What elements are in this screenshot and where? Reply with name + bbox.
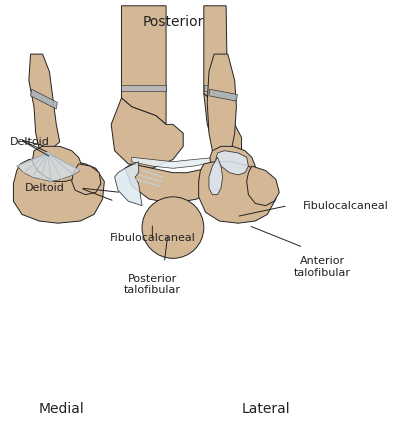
Text: Anterior
talofibular: Anterior talofibular bbox=[293, 256, 351, 278]
Polygon shape bbox=[247, 166, 279, 206]
Text: Deltoid: Deltoid bbox=[10, 137, 50, 147]
Polygon shape bbox=[32, 146, 82, 182]
Polygon shape bbox=[115, 162, 142, 206]
Polygon shape bbox=[210, 146, 255, 182]
Polygon shape bbox=[13, 157, 104, 223]
Polygon shape bbox=[125, 160, 228, 203]
Polygon shape bbox=[122, 6, 166, 124]
Polygon shape bbox=[204, 85, 226, 91]
Polygon shape bbox=[209, 157, 223, 194]
Text: Posterior
talofibular: Posterior talofibular bbox=[124, 274, 181, 295]
Text: Fibulocalcaneal: Fibulocalcaneal bbox=[109, 233, 195, 243]
Text: Deltoid: Deltoid bbox=[25, 183, 65, 193]
Polygon shape bbox=[17, 153, 80, 182]
Polygon shape bbox=[209, 89, 237, 101]
Polygon shape bbox=[216, 151, 248, 175]
Polygon shape bbox=[207, 54, 236, 153]
Polygon shape bbox=[221, 164, 245, 199]
Polygon shape bbox=[30, 89, 57, 109]
Polygon shape bbox=[199, 162, 276, 223]
Polygon shape bbox=[132, 157, 218, 168]
Ellipse shape bbox=[142, 197, 204, 258]
Polygon shape bbox=[122, 85, 166, 91]
Text: Lateral: Lateral bbox=[241, 403, 290, 416]
Text: Fibulocalcaneal: Fibulocalcaneal bbox=[303, 201, 389, 211]
Polygon shape bbox=[204, 6, 228, 120]
Polygon shape bbox=[29, 54, 60, 151]
Text: Medial: Medial bbox=[39, 403, 84, 416]
Polygon shape bbox=[111, 98, 183, 168]
Text: Posterior: Posterior bbox=[142, 15, 203, 29]
Polygon shape bbox=[204, 94, 242, 164]
Polygon shape bbox=[72, 164, 101, 194]
